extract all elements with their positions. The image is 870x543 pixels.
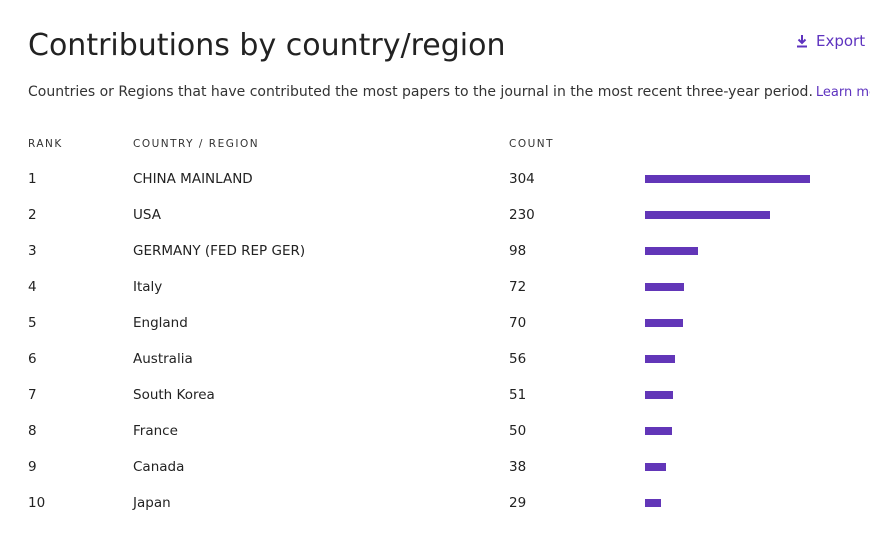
- column-header: RANK: [28, 138, 63, 150]
- rank: 8: [28, 423, 37, 439]
- count-bar: [645, 463, 666, 471]
- rank: 10: [28, 495, 46, 511]
- rank: 2: [28, 207, 37, 223]
- country: Italy: [133, 279, 163, 295]
- rank: 4: [28, 279, 37, 295]
- column-header: COUNTRY / REGION: [133, 138, 260, 150]
- export-label: Export: [816, 32, 866, 50]
- count: 98: [509, 243, 527, 259]
- country: Canada: [133, 459, 185, 475]
- country: USA: [133, 207, 161, 223]
- rank: 9: [28, 459, 37, 475]
- rank: 1: [28, 171, 37, 187]
- column-header: COUNT: [509, 138, 555, 150]
- country: Japan: [133, 495, 171, 511]
- count-bar: [645, 211, 770, 219]
- count-bar: [645, 283, 685, 291]
- count-bar: [645, 319, 683, 327]
- count-bar: [645, 175, 810, 183]
- count: 304: [509, 171, 535, 187]
- country: GERMANY (FED REP GER): [133, 243, 306, 259]
- count: 56: [509, 351, 527, 367]
- page-title: Contributions by country/region: [28, 28, 506, 63]
- count-bar: [645, 355, 676, 363]
- download-icon: [797, 35, 807, 48]
- country: Australia: [133, 351, 193, 367]
- country: CHINA MAINLAND: [133, 171, 253, 187]
- count: 72: [509, 279, 527, 295]
- count-bar: [645, 391, 673, 399]
- count: 70: [509, 315, 527, 331]
- country: England: [133, 315, 188, 331]
- count-bar: [645, 427, 673, 435]
- rank: 5: [28, 315, 37, 331]
- country: South Korea: [133, 387, 215, 403]
- count-bar: [645, 499, 661, 507]
- count-bar: [645, 247, 699, 255]
- count: 38: [509, 459, 527, 475]
- country: France: [133, 423, 178, 439]
- export-button[interactable]: Export: [796, 32, 865, 50]
- rank: 3: [28, 243, 37, 259]
- count: 51: [509, 387, 527, 403]
- learn-more-link[interactable]: Learn more: [815, 85, 870, 100]
- rank: 6: [28, 351, 37, 367]
- count: 230: [509, 207, 535, 223]
- description: Countries or Regions that have contribut…: [28, 84, 870, 100]
- count: 50: [509, 423, 527, 439]
- rank: 7: [28, 387, 37, 403]
- count: 29: [509, 495, 527, 511]
- description-text: Countries or Regions that have contribut…: [28, 84, 813, 100]
